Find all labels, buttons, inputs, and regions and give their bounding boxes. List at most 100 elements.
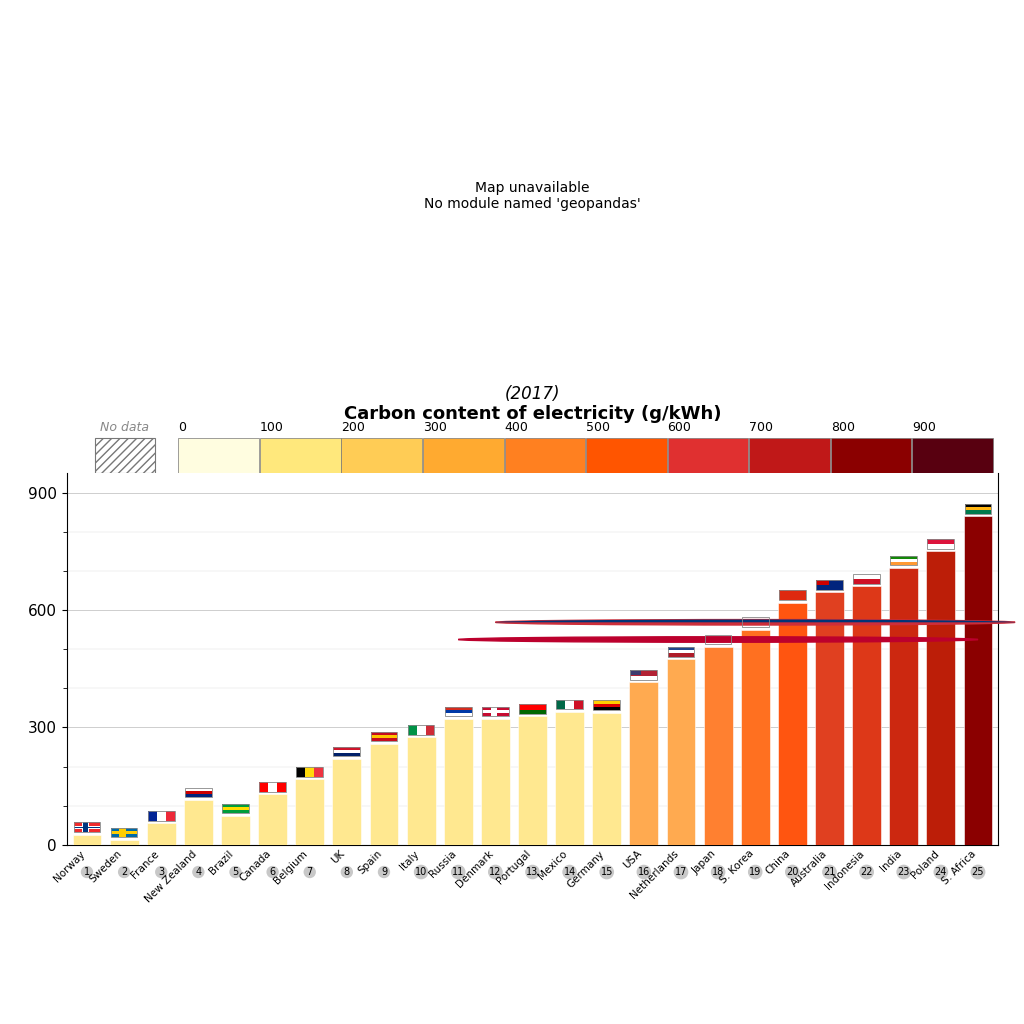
Text: 600: 600 — [668, 421, 691, 434]
Bar — [111, 827, 137, 830]
Circle shape — [496, 620, 1015, 625]
Bar — [482, 711, 509, 713]
Bar — [778, 602, 807, 845]
Text: 3: 3 — [158, 867, 164, 877]
Text: 15: 15 — [600, 867, 613, 877]
Text: 100: 100 — [260, 421, 284, 434]
Text: Indonesia: Indonesia — [824, 849, 866, 891]
Bar — [110, 840, 138, 845]
Text: Spain: Spain — [356, 849, 384, 877]
Bar — [259, 781, 286, 792]
Bar — [371, 735, 397, 738]
Text: 21: 21 — [823, 867, 836, 877]
FancyBboxPatch shape — [505, 438, 586, 473]
Bar — [631, 671, 657, 674]
Text: 900: 900 — [912, 421, 936, 434]
Text: 20: 20 — [786, 867, 799, 877]
Bar — [890, 562, 918, 565]
Bar — [417, 725, 426, 735]
Bar — [705, 641, 731, 644]
Bar — [408, 725, 434, 735]
FancyBboxPatch shape — [912, 438, 993, 473]
Bar — [741, 621, 769, 624]
Text: Denmark: Denmark — [455, 849, 496, 890]
Bar — [334, 753, 360, 757]
Text: 400: 400 — [505, 421, 528, 434]
Bar — [74, 829, 100, 833]
FancyBboxPatch shape — [178, 438, 259, 473]
Bar — [631, 674, 657, 677]
Bar — [482, 707, 509, 710]
Text: 22: 22 — [860, 867, 872, 877]
Bar — [890, 556, 918, 565]
Bar — [556, 699, 583, 710]
Bar — [185, 795, 212, 798]
Text: Netherlands: Netherlands — [629, 849, 681, 901]
FancyBboxPatch shape — [750, 438, 829, 473]
Bar — [815, 592, 844, 845]
Text: 18: 18 — [712, 867, 724, 877]
Bar — [667, 658, 695, 845]
Text: 8: 8 — [344, 867, 350, 877]
Bar — [705, 635, 731, 638]
Bar — [816, 581, 829, 585]
Text: Sweden: Sweden — [88, 849, 124, 885]
Bar — [779, 591, 806, 600]
Bar — [74, 826, 100, 828]
Bar — [965, 510, 991, 512]
Bar — [147, 811, 175, 820]
Text: 2: 2 — [121, 867, 127, 877]
Bar — [111, 827, 137, 838]
Bar — [593, 703, 621, 707]
Bar — [111, 830, 137, 835]
Bar — [82, 822, 89, 833]
Text: 25: 25 — [972, 867, 984, 877]
Bar — [592, 713, 622, 845]
Bar — [853, 574, 880, 584]
Text: Carbon content of electricity (g/kWh): Carbon content of electricity (g/kWh) — [344, 404, 721, 423]
Bar — [482, 710, 509, 713]
Text: 13: 13 — [526, 867, 539, 877]
Text: 23: 23 — [898, 867, 910, 877]
FancyBboxPatch shape — [830, 438, 911, 473]
Text: 24: 24 — [935, 867, 947, 877]
Bar — [927, 551, 955, 845]
Bar — [121, 827, 125, 838]
Bar — [111, 831, 137, 834]
Bar — [779, 591, 806, 594]
Bar — [741, 617, 769, 621]
Bar — [74, 825, 100, 829]
Bar — [703, 647, 732, 845]
Bar — [816, 581, 843, 590]
Bar — [668, 647, 694, 656]
Bar — [334, 746, 360, 750]
FancyBboxPatch shape — [94, 438, 155, 473]
Bar — [74, 822, 100, 833]
Text: 14: 14 — [563, 867, 575, 877]
Bar — [518, 716, 547, 845]
Bar — [565, 699, 574, 710]
Bar — [593, 700, 621, 703]
Bar — [444, 707, 472, 710]
Text: 11: 11 — [453, 867, 464, 877]
Bar — [166, 811, 175, 820]
Bar — [111, 835, 137, 838]
Bar — [185, 791, 212, 795]
Bar — [74, 822, 100, 825]
Bar — [83, 822, 87, 833]
Text: France: France — [130, 849, 161, 880]
Bar — [816, 587, 843, 590]
Bar — [490, 707, 497, 717]
Bar — [268, 781, 278, 792]
Text: India: India — [879, 849, 904, 873]
Bar — [928, 539, 954, 544]
Bar — [965, 512, 991, 514]
Bar — [741, 617, 769, 627]
Bar — [147, 811, 157, 820]
Bar — [185, 787, 212, 798]
Bar — [370, 743, 398, 845]
Bar — [444, 707, 472, 717]
Bar — [334, 750, 360, 753]
Bar — [965, 506, 991, 508]
Wedge shape — [496, 620, 1015, 623]
